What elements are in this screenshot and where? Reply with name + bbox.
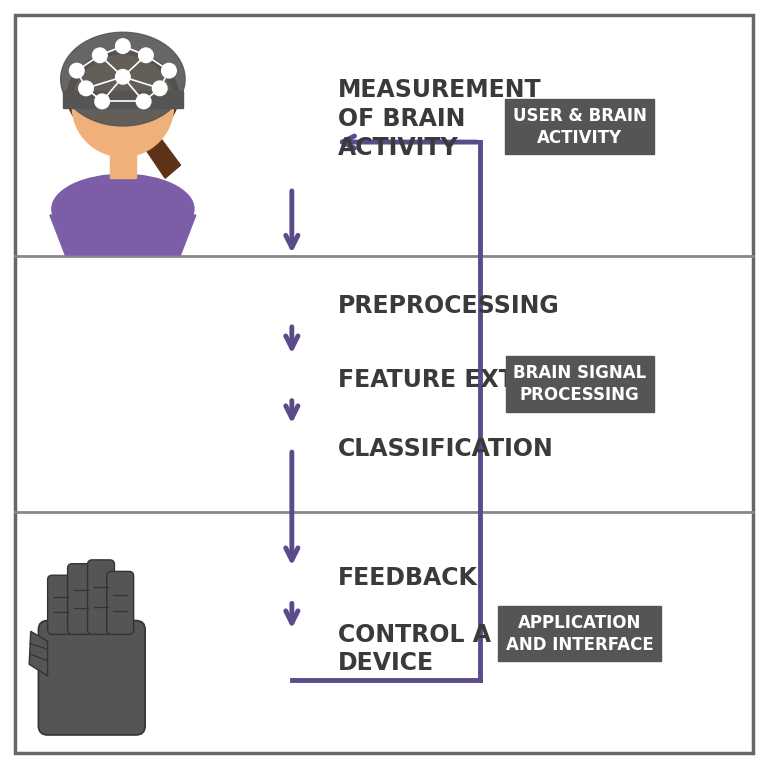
FancyBboxPatch shape xyxy=(107,571,134,634)
Circle shape xyxy=(101,93,114,107)
Circle shape xyxy=(115,38,130,54)
FancyBboxPatch shape xyxy=(38,621,145,735)
Polygon shape xyxy=(29,631,48,676)
Text: FEEDBACK: FEEDBACK xyxy=(338,565,478,590)
Circle shape xyxy=(139,48,154,63)
Text: APPLICATION
AND INTERFACE: APPLICATION AND INTERFACE xyxy=(506,614,654,654)
Polygon shape xyxy=(50,215,196,255)
Ellipse shape xyxy=(61,32,185,126)
Circle shape xyxy=(131,93,145,107)
Text: CONTROL A
DEVICE: CONTROL A DEVICE xyxy=(338,623,491,675)
Text: CLASSIFICATION: CLASSIFICATION xyxy=(338,437,554,462)
Circle shape xyxy=(78,81,94,96)
Ellipse shape xyxy=(68,52,178,140)
Circle shape xyxy=(161,63,176,78)
Ellipse shape xyxy=(52,174,194,243)
Text: BRAIN SIGNAL
PROCESSING: BRAIN SIGNAL PROCESSING xyxy=(513,364,647,404)
FancyBboxPatch shape xyxy=(63,91,183,108)
FancyBboxPatch shape xyxy=(110,149,136,178)
FancyBboxPatch shape xyxy=(68,564,94,634)
Text: PREPROCESSING: PREPROCESSING xyxy=(338,293,560,318)
Text: USER & BRAIN
ACTIVITY: USER & BRAIN ACTIVITY xyxy=(513,107,647,147)
Circle shape xyxy=(152,81,167,96)
FancyBboxPatch shape xyxy=(48,575,74,634)
Circle shape xyxy=(92,48,107,63)
Polygon shape xyxy=(144,127,180,178)
FancyBboxPatch shape xyxy=(88,560,114,634)
FancyBboxPatch shape xyxy=(15,15,753,753)
Circle shape xyxy=(115,69,130,84)
Circle shape xyxy=(137,94,151,109)
Circle shape xyxy=(72,55,174,157)
Circle shape xyxy=(95,94,109,109)
Circle shape xyxy=(70,63,84,78)
Text: FEATURE EXTRACTION: FEATURE EXTRACTION xyxy=(338,368,633,392)
Text: MEASUREMENT
OF BRAIN
ACTIVITY: MEASUREMENT OF BRAIN ACTIVITY xyxy=(338,78,541,160)
